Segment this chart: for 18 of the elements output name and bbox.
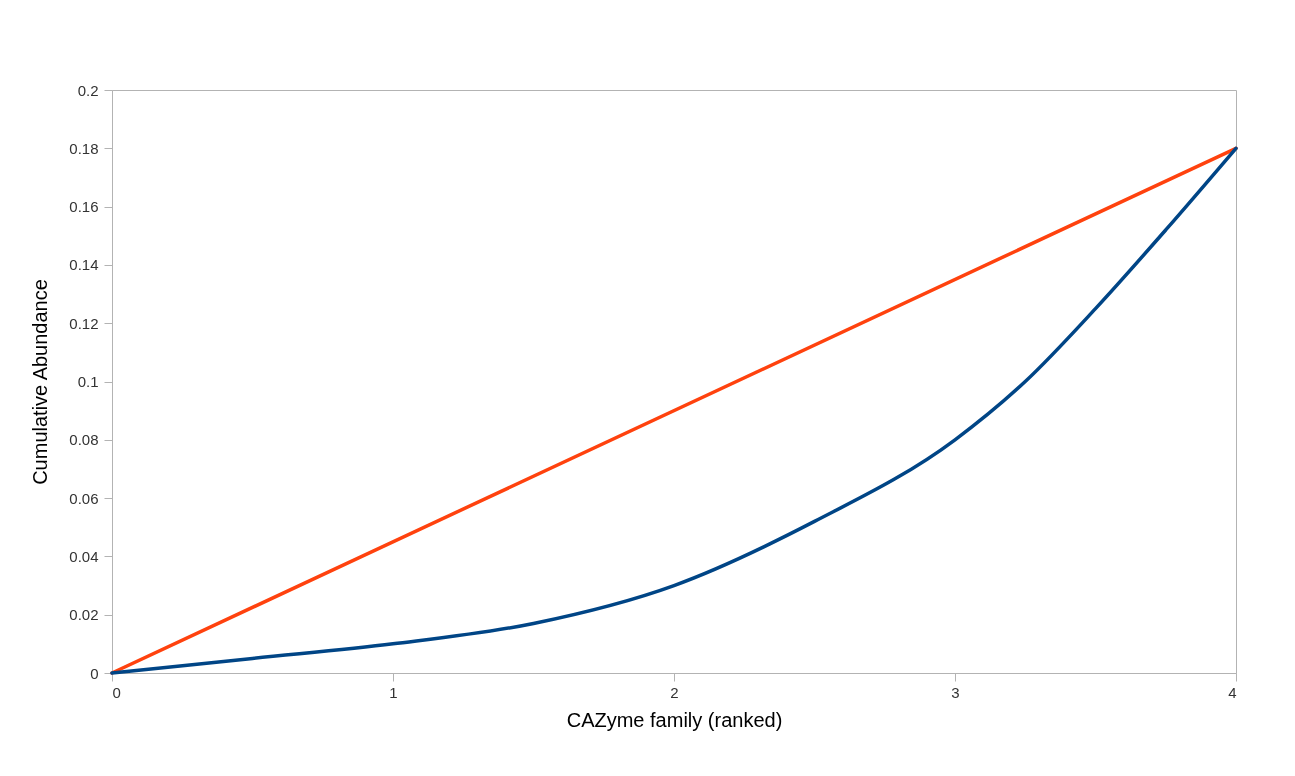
x-tick-label: 2 (670, 683, 679, 701)
x-tick-label: 0 (112, 683, 121, 701)
y-tick-label: 0 (90, 664, 99, 682)
y-tick-label: 0.1 (77, 373, 99, 390)
y-tick-label: 0.08 (69, 431, 99, 449)
y-tick-label: 0.06 (69, 489, 99, 507)
x-tick-label: 4 (1228, 683, 1237, 701)
x-tick-label: 1 (389, 683, 398, 701)
x-axis-title: CAZyme family (ranked) (566, 708, 783, 731)
y-tick-label: 0.04 (69, 547, 99, 565)
y-tick-label: 0.16 (69, 198, 99, 216)
y-tick-label: 0.14 (69, 256, 99, 274)
y-tick-label: 0.12 (69, 314, 99, 332)
x-tick-label: 3 (951, 683, 960, 701)
y-tick-label: 0.18 (69, 139, 99, 157)
y-tick-label: 0.02 (69, 606, 99, 624)
y-tick-label: 0.2 (77, 81, 99, 99)
y-axis-title: Cumulative Abundance (29, 279, 52, 485)
